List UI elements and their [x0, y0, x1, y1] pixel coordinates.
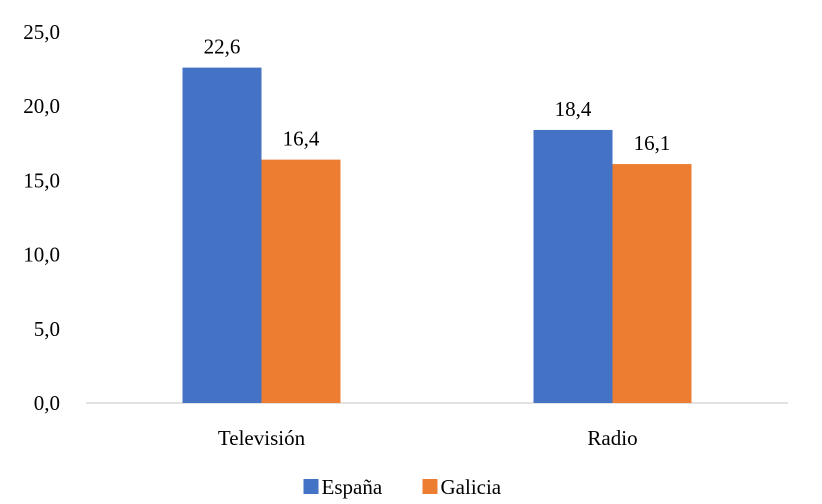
y-axis-tick-labels: 0,0 5,0 10,0 15,0 20,0 25,0 — [23, 20, 60, 415]
legend-label: España — [322, 475, 383, 499]
y-tick-label: 25,0 — [23, 20, 60, 44]
category-label: Radio — [587, 426, 637, 450]
legend-swatch — [422, 479, 438, 494]
data-labels-group: 22,6 16,4 18,4 16,1 — [204, 35, 671, 155]
legend-label: Galicia — [441, 475, 502, 499]
bars-group — [182, 67, 692, 403]
legend: España Galicia — [303, 475, 502, 499]
bar-series1 — [533, 129, 613, 403]
data-label: 16,1 — [634, 131, 671, 155]
legend-swatch — [303, 479, 319, 494]
y-tick-label: 15,0 — [23, 168, 60, 192]
bar-series2 — [612, 164, 692, 403]
bar-series2 — [261, 159, 341, 403]
data-label: 16,4 — [283, 127, 320, 151]
data-label: 18,4 — [555, 97, 592, 121]
data-label: 22,6 — [204, 35, 241, 59]
y-tick-label: 10,0 — [23, 243, 60, 267]
y-tick-label: 20,0 — [23, 94, 60, 118]
y-tick-label: 0,0 — [34, 391, 60, 415]
y-tick-label: 5,0 — [34, 317, 60, 341]
category-label: Televisión — [218, 426, 306, 450]
bar-series1 — [182, 67, 262, 403]
category-labels: Televisión Radio — [218, 426, 638, 450]
